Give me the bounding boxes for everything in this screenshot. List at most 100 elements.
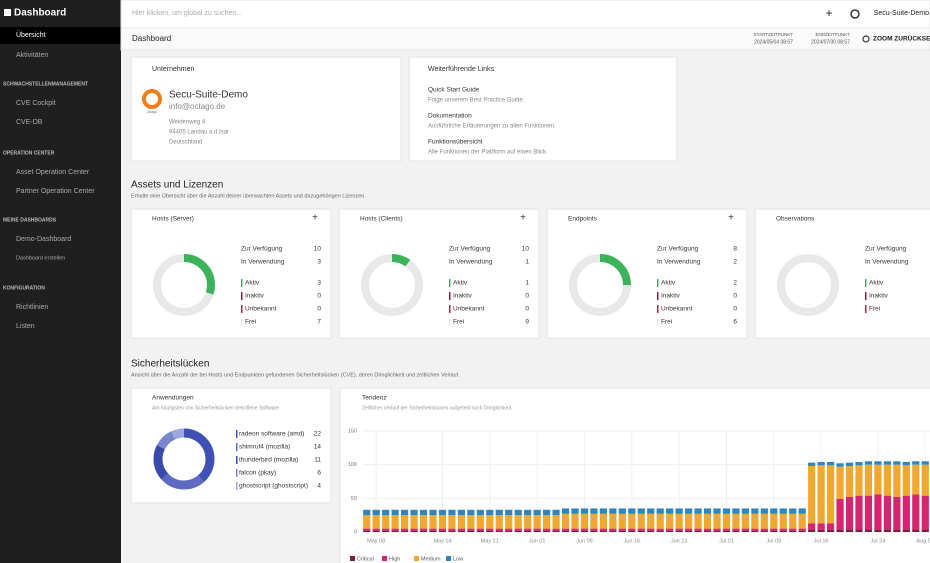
bar-segment (561, 528, 570, 531)
bar-segment (647, 513, 655, 529)
bar-segment (713, 508, 721, 514)
donut-segment (153, 428, 215, 490)
bar-segment (543, 528, 551, 531)
company-logo (142, 89, 162, 109)
y-tick-label: 100 (348, 462, 357, 468)
row-value: 2 (733, 259, 737, 266)
nav-item[interactable]: Partner Operation Center (16, 188, 95, 195)
nav-item[interactable]: Listen (16, 323, 35, 330)
nav-item[interactable]: Dashboard erstellen (16, 255, 65, 261)
company-email: info@octago.de (169, 102, 226, 111)
bar-segment (751, 528, 759, 531)
zoom-reset[interactable]: ZOOM ZURÜCKSETZEN (873, 34, 930, 43)
bar-segment (580, 530, 589, 532)
app-name: shimruf4 (mozilla) (239, 444, 290, 451)
bar-segment (751, 513, 759, 529)
nav-item[interactable]: Asset Operation Center (16, 169, 90, 176)
bar-segment (401, 528, 409, 531)
bar-segment (419, 530, 428, 532)
nav-item[interactable]: Richtlinien (16, 304, 48, 311)
logo-text: octago (147, 110, 158, 114)
status-value: 0 (525, 293, 529, 300)
bar-segment (902, 461, 910, 466)
start-value: 2024/05/04 08:57 (754, 39, 793, 45)
bar-segment (770, 530, 778, 532)
bar-segment (666, 530, 674, 532)
bar-segment (732, 508, 740, 514)
bar-segment (524, 528, 532, 531)
account[interactable]: Secu-Suite-Demo (874, 10, 929, 17)
bar-segment (760, 530, 768, 532)
row-value: 10 (314, 246, 322, 253)
bar-segment (609, 530, 617, 532)
card-title: Anwendungen (152, 395, 194, 402)
bar-segment (561, 508, 570, 514)
nav-item[interactable]: Demo-Dashboard (16, 236, 71, 243)
bar-segment (921, 461, 929, 465)
bar-segment (770, 528, 778, 531)
bar-segment (505, 528, 513, 531)
status-label: Inaktiv (869, 293, 889, 300)
company-name: Secu-Suite-Demo (169, 90, 248, 101)
user-icon[interactable] (850, 9, 860, 19)
bar-segment (457, 515, 465, 529)
status-marker (657, 318, 659, 326)
status-marker (865, 279, 867, 287)
bar-segment (779, 528, 787, 531)
bar-segment (675, 528, 683, 531)
donut-arc (153, 254, 215, 316)
add-button[interactable]: + (825, 6, 832, 20)
link-title[interactable]: Quick Start Guide (428, 87, 480, 94)
bar-segment (741, 508, 749, 514)
bar-segment (514, 509, 522, 516)
status-marker (865, 305, 867, 313)
card-title: Unternehmen (152, 66, 195, 73)
legend-label: High (389, 556, 400, 562)
zoom-icon[interactable] (862, 35, 870, 43)
bar-segment (912, 464, 920, 495)
bar-segment (883, 529, 891, 532)
nav-heading: OPERATION CENTER (3, 150, 55, 156)
search[interactable]: Hier klicken, um global zu suchen... (132, 10, 242, 17)
add-button[interactable]: + (520, 213, 526, 224)
bar-segment (543, 530, 551, 532)
nav-item[interactable]: CVE-DB (16, 119, 43, 126)
bar-segment (401, 515, 409, 529)
status-label: Aktiv (453, 280, 468, 287)
status-marker (449, 279, 451, 287)
link-title[interactable]: Dokumentation (428, 113, 472, 120)
nav-item[interactable]: Übersicht (16, 31, 46, 39)
bar-segment (921, 529, 929, 532)
bar-segment (921, 464, 929, 496)
bar-segment (685, 530, 693, 532)
link-title[interactable]: Funktionsübersicht (428, 139, 483, 146)
bar-segment (467, 509, 475, 516)
legend-label: Low (453, 556, 463, 562)
nav-item[interactable]: CVE Cockpit (16, 100, 56, 107)
company-card (130, 56, 402, 162)
nav-heading: KONFIGURATION (3, 285, 45, 291)
nav-item[interactable]: Aktivitäten (16, 52, 48, 59)
bar-segment (590, 513, 598, 529)
row-label: In Verwendung (657, 259, 701, 266)
status-value: 6 (733, 319, 737, 326)
section-title: Assets und Lizenzen (131, 180, 223, 191)
bar-segment (637, 530, 645, 532)
app-name: ghostscript (ghostscript) (239, 483, 308, 490)
bar-segment (552, 530, 560, 532)
bar-segment (514, 530, 522, 532)
y-tick-label: 150 (348, 428, 357, 434)
bar-segment (495, 530, 503, 532)
bar-segment (533, 515, 541, 529)
bar-segment (874, 464, 882, 495)
add-button[interactable]: + (728, 213, 734, 224)
bar-segment (363, 515, 371, 529)
bar-segment (438, 528, 447, 531)
bar-segment (789, 513, 797, 529)
bar-segment (685, 528, 693, 531)
add-button[interactable]: + (312, 213, 318, 224)
bar-segment (694, 530, 702, 532)
bar-segment (590, 528, 598, 531)
bar-segment (457, 528, 465, 531)
